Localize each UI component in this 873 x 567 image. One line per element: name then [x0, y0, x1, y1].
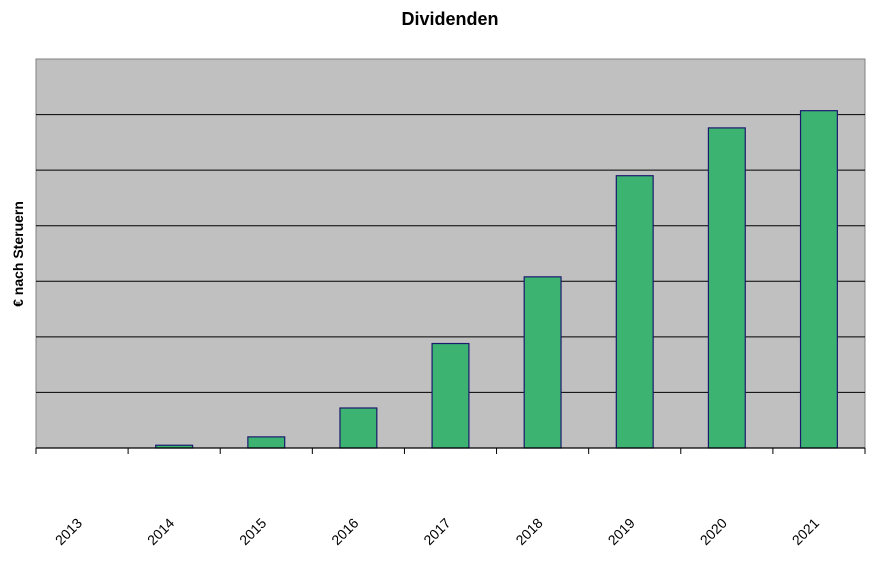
x-tick-label: 2017	[420, 515, 453, 548]
y-axis-label: € nach Steruern	[10, 201, 26, 307]
x-tick-label: 2019	[605, 515, 638, 548]
chart-title: Dividenden	[401, 9, 498, 29]
bars	[155, 110, 838, 449]
x-tick-label: 2021	[789, 515, 822, 548]
bar-2016	[339, 407, 378, 449]
bar-2020	[707, 127, 746, 449]
x-tick-label: 2020	[697, 515, 730, 548]
x-tick-label: 2015	[236, 515, 269, 548]
bar-2017	[431, 342, 470, 449]
x-axis	[35, 447, 866, 454]
bar-2015	[247, 436, 286, 449]
bar-2018	[523, 276, 562, 449]
bar-2019	[615, 175, 654, 449]
x-tick-label: 2014	[144, 515, 177, 548]
x-tick-label: 2013	[52, 515, 85, 548]
bar-2021	[799, 110, 838, 449]
x-tick-labels: 2013 2014 2015 2016 2017 2018 2019 2020 2021	[52, 515, 822, 548]
x-tick-label: 2016	[328, 515, 361, 548]
x-tick-label: 2018	[512, 515, 545, 548]
